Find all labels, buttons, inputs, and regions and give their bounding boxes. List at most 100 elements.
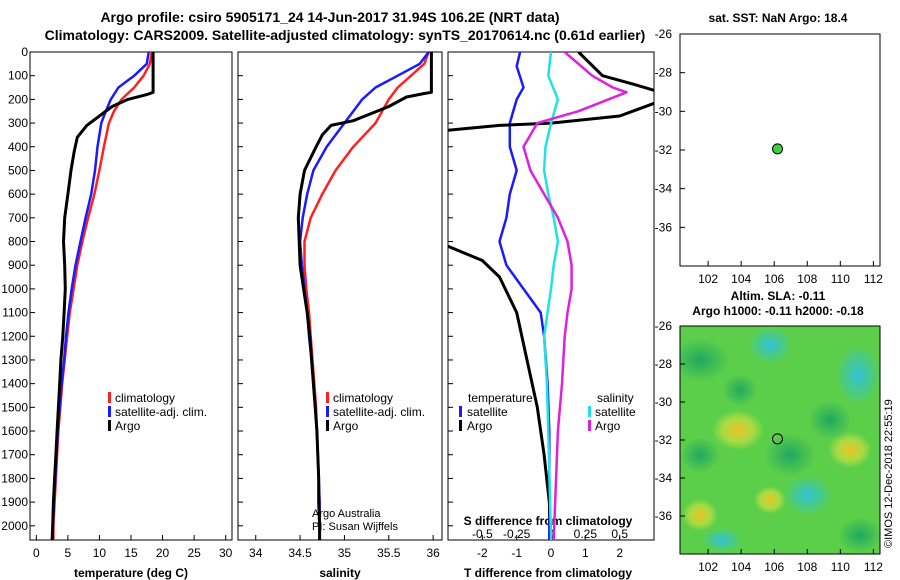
x-tick-label: -1 xyxy=(511,546,522,560)
map-x-tick-label: 106 xyxy=(764,272,784,286)
salinity-x-axis: 34 34.5 35 35.5 36 xyxy=(249,535,440,560)
s-tick-label: -0.5 xyxy=(472,527,493,541)
map-x-tick-label: 110 xyxy=(831,272,850,286)
map-x-tick-label: 104 xyxy=(731,560,751,574)
x-tick-label: 2 xyxy=(616,546,623,560)
series-line-satellite-adj-clim- xyxy=(51,52,150,540)
legend-s-argo-swatch xyxy=(588,420,591,431)
map-x-tick-label: 102 xyxy=(698,560,718,574)
map-x-tick-label: 112 xyxy=(864,560,883,574)
x-tick-label: 30 xyxy=(219,546,233,560)
salinity-legend: climatology satellite-adj. clim. Argo xyxy=(326,391,425,433)
legend-t-satellite-swatch xyxy=(459,406,462,417)
depth-tick-label: 1800 xyxy=(1,471,28,485)
depth-tick-label: 400 xyxy=(8,140,28,154)
x-tick-label: 10 xyxy=(93,546,107,560)
map-y-tick-label: -26 xyxy=(655,27,673,41)
imos-credit: ©IMOS 12-Dec-2018 22:55:19 xyxy=(883,399,895,548)
map-y-tick-label: -28 xyxy=(655,66,673,80)
depth-tick-label: 1500 xyxy=(1,400,28,414)
legend-argo-label: Argo xyxy=(115,419,141,433)
x-tick-label: 15 xyxy=(124,546,138,560)
map-y-tick-label: -30 xyxy=(655,395,673,409)
series-line-climatology xyxy=(52,52,154,540)
legend-t-argo-label: Argo xyxy=(467,419,493,433)
depth-tick-label: 100 xyxy=(8,69,28,83)
legend-argo-swatch xyxy=(326,420,329,431)
map-x-tick-label: 106 xyxy=(764,560,784,574)
depth-tick-label: 500 xyxy=(8,163,28,177)
depth-tick-label: 300 xyxy=(8,116,28,130)
temperature-legend: climatology satellite-adj. clim. Argo xyxy=(108,391,207,433)
x-tick-label: -2 xyxy=(477,546,488,560)
legend-satellite-swatch xyxy=(326,406,329,417)
salinity-panel-frame xyxy=(237,51,443,541)
x-tick-label: 34.5 xyxy=(288,546,312,560)
depth-tick-label: 0 xyxy=(21,45,28,59)
sst-map-axes: 102 104 106 108 110 112 -26 -28 -30 -32 -34 -36 xyxy=(655,27,884,286)
map-x-tick-label: 110 xyxy=(831,560,850,574)
legend-argo-swatch xyxy=(108,420,111,431)
s-difference-tick-labels: -0.5 -0.25 0 0.25 0.5 xyxy=(472,527,628,541)
temperature-x-axis: 0 5 10 15 20 25 30 xyxy=(33,535,233,560)
legend-climatology-swatch xyxy=(326,392,329,403)
sst-map-points xyxy=(772,143,784,155)
x-tick-label: 0 xyxy=(33,546,40,560)
x-tick-label: 25 xyxy=(187,546,201,560)
credit-pi-name: PI: Susan Wijffels xyxy=(312,521,398,533)
map-x-tick-label: 104 xyxy=(731,272,751,286)
map-y-tick-label: -26 xyxy=(655,319,673,333)
series-line-s-argo xyxy=(522,52,628,540)
x-tick-label: 35.5 xyxy=(377,546,401,560)
sla-map-title-line2: Argo h1000: -0.11 h2000: -0.18 xyxy=(692,304,864,318)
depth-tick-label: 1200 xyxy=(1,329,28,343)
argo-position-marker xyxy=(772,433,784,445)
depth-tick-label: 800 xyxy=(8,235,28,249)
map-x-tick-label: 112 xyxy=(864,272,883,286)
legend-t-satellite-label: satellite xyxy=(467,405,508,419)
figure-title-line1: Argo profile: csiro 5905171_24 14-Jun-20… xyxy=(100,9,559,25)
x-tick-label: 20 xyxy=(156,546,170,560)
x-tick-label: 5 xyxy=(65,546,72,560)
argo-position-marker xyxy=(772,143,784,155)
legend-climatology-swatch xyxy=(108,392,111,403)
t-difference-axis-label: T difference from climatology xyxy=(464,566,632,580)
difference-legend: temperature salinity satellite Argo sate… xyxy=(459,391,636,433)
sla-map-points xyxy=(772,433,784,445)
legend-s-satellite-swatch xyxy=(588,406,591,417)
map-x-tick-label: 102 xyxy=(698,272,718,286)
legend-satellite-swatch xyxy=(108,406,111,417)
legend-climatology-label: climatology xyxy=(115,391,175,405)
legend-argo-label: Argo xyxy=(333,419,359,433)
s-tick-label: -0.25 xyxy=(503,527,531,541)
depth-tick-label: 1300 xyxy=(1,353,28,367)
map-x-tick-label: 108 xyxy=(797,272,817,286)
sla-map-title-line1: Altim. SLA: -0.11 xyxy=(731,289,826,303)
series-line-argo xyxy=(296,52,433,540)
depth-tick-label: 900 xyxy=(8,258,28,272)
x-tick-label: 35 xyxy=(338,546,352,560)
depth-tick-label: 1600 xyxy=(1,424,28,438)
figure-title-line2: Climatology: CARS2009. Satellite-adjuste… xyxy=(45,27,646,43)
s-tick-label: 0.25 xyxy=(574,527,598,541)
legend-s-satellite-label: satellite xyxy=(595,405,636,419)
x-tick-label: 0 xyxy=(548,546,555,560)
map-y-tick-label: -30 xyxy=(655,104,673,118)
map-x-tick-label: 108 xyxy=(797,560,817,574)
map-y-tick-label: -34 xyxy=(655,471,673,485)
map-y-tick-label: -32 xyxy=(655,143,673,157)
legend-temperature-heading: temperature xyxy=(468,391,533,405)
map-y-tick-label: -32 xyxy=(655,433,673,447)
map-y-tick-label: -36 xyxy=(655,220,673,234)
series-line-t-argo xyxy=(448,52,654,540)
series-line-argo xyxy=(50,52,155,540)
temperature-panel-frame xyxy=(29,51,233,541)
sla-heatmap xyxy=(680,326,880,554)
sla-map-axes: 102 104 106 108 110 112 -26 -28 -30 -32 -34 -36 xyxy=(655,319,884,574)
depth-tick-label: 700 xyxy=(8,211,28,225)
legend-satellite-label: satellite-adj. clim. xyxy=(115,405,207,419)
legend-climatology-label: climatology xyxy=(333,391,393,405)
depth-tick-label: 1900 xyxy=(1,495,28,509)
depth-tick-label: 1700 xyxy=(1,448,28,462)
